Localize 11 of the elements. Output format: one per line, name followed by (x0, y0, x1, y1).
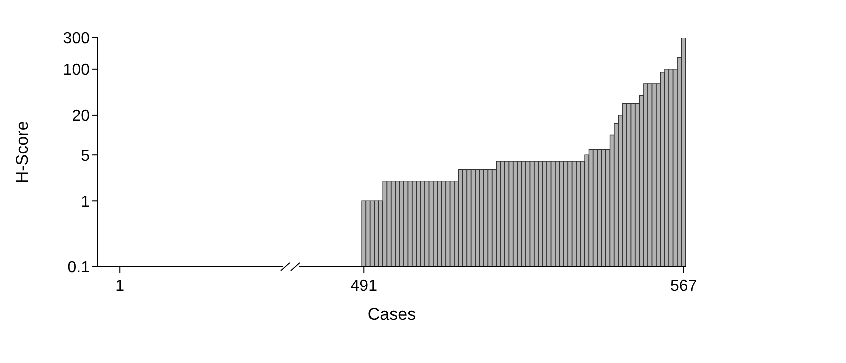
y-axis-title: H-Score (13, 121, 32, 184)
x-tick-label: 1 (116, 278, 125, 295)
y-tick-label: 1 (81, 194, 90, 211)
x-tick-label: 491 (350, 278, 378, 295)
y-tick-label: 300 (63, 30, 90, 48)
x-axis-title: Cases (368, 305, 416, 324)
y-tick-label: 5 (81, 148, 90, 165)
y-tick-label: 100 (63, 62, 90, 80)
x-tick-label: 567 (670, 278, 698, 295)
y-tick-label: 20 (72, 108, 90, 126)
y-tick-label: 0.1 (68, 260, 90, 277)
